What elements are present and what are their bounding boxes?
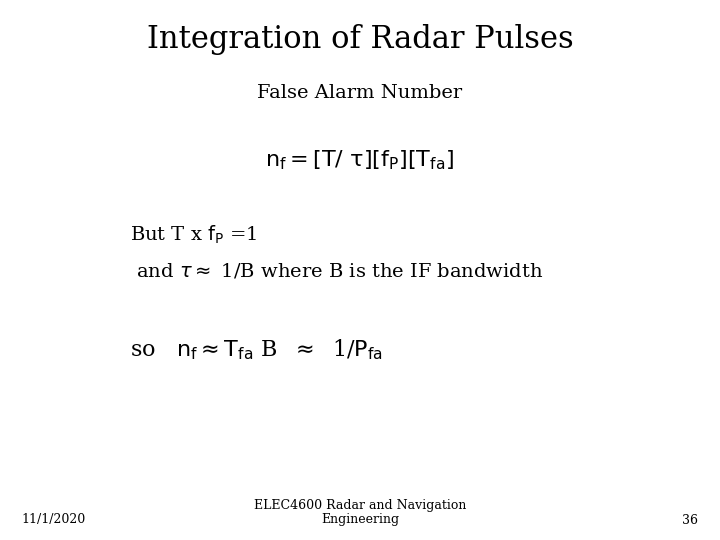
- Text: But T x $\mathrm{f_P}$ =1: But T x $\mathrm{f_P}$ =1: [130, 224, 257, 246]
- Text: Integration of Radar Pulses: Integration of Radar Pulses: [147, 24, 573, 55]
- Text: False Alarm Number: False Alarm Number: [258, 84, 462, 102]
- Text: 36: 36: [683, 514, 698, 526]
- Text: 11/1/2020: 11/1/2020: [22, 514, 86, 526]
- Text: ELEC4600 Radar and Navigation
Engineering: ELEC4600 Radar and Navigation Engineerin…: [254, 498, 466, 526]
- Text: and $\tau \approx$ 1/B where B is the IF bandwidth: and $\tau \approx$ 1/B where B is the IF…: [130, 262, 543, 281]
- Text: so   $\mathrm{n_f \approx T_{fa}}$ B  $\approx$  1/$\mathrm{P_{fa}}$: so $\mathrm{n_f \approx T_{fa}}$ B $\app…: [130, 338, 382, 362]
- Text: $\mathrm{n_f = [T/\ \tau][f_P][T_{fa}]}$: $\mathrm{n_f = [T/\ \tau][f_P][T_{fa}]}$: [266, 148, 454, 172]
